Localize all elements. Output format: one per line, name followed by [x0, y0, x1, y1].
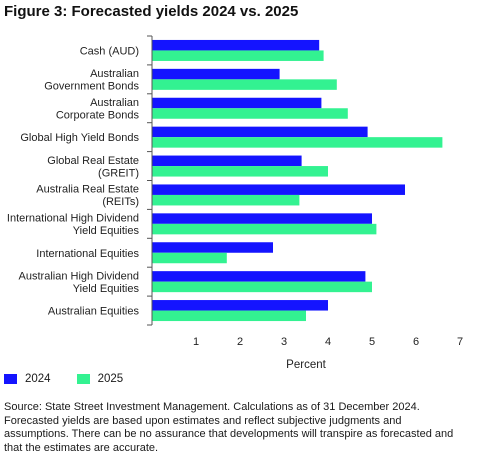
x-tick-label: 1: [193, 336, 199, 348]
category-label: Global High Yield Bonds: [20, 132, 139, 144]
x-tick-label: 5: [369, 336, 375, 348]
bar-2024-7: [152, 242, 273, 253]
bar-2025-7: [152, 252, 227, 264]
footnote-line: Source: State Street Investment Manageme…: [4, 401, 420, 413]
bar-2024-4: [152, 155, 302, 167]
bar-2025-1: [152, 79, 337, 90]
category-label: Australia Real Estate: [36, 184, 139, 196]
legend-label-2024: 2024: [25, 373, 51, 385]
footnote-line: that the estimates are accurate.: [4, 441, 159, 454]
category-label: International High Dividend: [7, 213, 139, 225]
x-tick-label: 2: [237, 336, 243, 348]
legend: 2024 2025: [4, 373, 149, 385]
category-label: Australian: [90, 68, 139, 80]
source-footnote: Source: State Street Investment Manageme…: [4, 401, 480, 455]
category-label: International Equities: [36, 248, 139, 260]
category-label: Yield Equities: [73, 283, 140, 295]
bar-2025-3: [152, 137, 443, 148]
x-tick-label: 6: [413, 336, 419, 348]
category-label: Government Bonds: [44, 81, 139, 93]
bar-2024-9: [152, 300, 328, 311]
bar-2025-2: [152, 108, 348, 119]
legend-item-2025: 2025: [76, 373, 124, 385]
bar-2025-8: [152, 281, 372, 293]
bar-2025-6: [152, 223, 377, 235]
x-tick-label: 4: [325, 336, 331, 348]
x-tick-labels: 1 2 3 4 5 6 7: [193, 336, 463, 348]
legend-swatch-2025: [76, 374, 90, 384]
x-tick-label: 7: [457, 336, 463, 348]
bar-2024-8: [152, 271, 366, 282]
legend-swatch-2024: [4, 374, 17, 384]
category-label: Australian High Dividend: [19, 270, 139, 282]
category-label: Global Real Estate: [47, 155, 139, 167]
bar-2024-5: [152, 184, 405, 195]
legend-item-2024: 2024: [4, 373, 51, 385]
footnote-line: assumptions. There can be no assurance t…: [4, 428, 454, 441]
category-label: (GREIT): [98, 167, 139, 179]
chart-title: Figure 3: Forecasted yields 2024 vs. 202…: [4, 3, 299, 20]
category-label: Australian Equities: [48, 306, 140, 318]
bar-2025-0: [152, 50, 324, 61]
x-axis-label: Percent: [286, 359, 326, 371]
category-label: Cash (AUD): [80, 45, 139, 57]
category-label: (REITs): [102, 196, 139, 208]
bar-2024-3: [152, 126, 368, 138]
bar-2024-0: [152, 39, 320, 51]
category-label: Yield Equities: [73, 225, 140, 237]
category-label: Corporate Bonds: [56, 110, 140, 122]
footnote-line: Forecasted yields are based upon estimat…: [4, 414, 402, 427]
x-tick-label: 3: [281, 336, 287, 348]
category-label: Australian: [90, 97, 139, 109]
axes-group: [147, 35, 153, 326]
bar-2025-5: [152, 194, 300, 206]
bar-2025-9: [152, 310, 306, 322]
bar-2024-1: [152, 68, 280, 80]
bar-2025-4: [152, 166, 328, 177]
legend-label-2025: 2025: [97, 373, 124, 385]
bars-group: [152, 39, 443, 322]
bar-2024-6: [152, 213, 372, 224]
bar-2024-2: [152, 97, 322, 109]
